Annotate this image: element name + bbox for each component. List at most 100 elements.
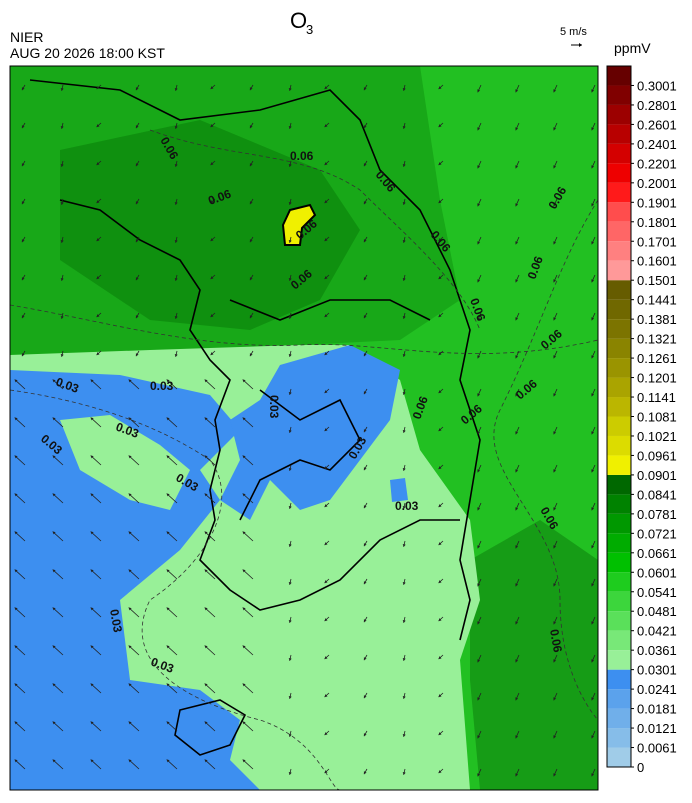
wind-arrowhead [14, 493, 18, 497]
wind-arrowhead [21, 239, 25, 243]
wind-arrowhead [90, 569, 94, 573]
wind-arrowhead [242, 607, 246, 611]
wind-arrowhead [553, 355, 557, 359]
wind-arrowhead [591, 241, 595, 245]
wind-arrowhead [21, 353, 25, 357]
colorbar-box [607, 494, 631, 514]
wind-arrowhead [553, 317, 557, 321]
wind-arrowhead [90, 721, 94, 725]
wind-arrowhead [477, 89, 481, 93]
wind-arrowhead [438, 770, 442, 774]
wind-arrowhead [515, 279, 519, 283]
wind-arrowhead [288, 353, 292, 357]
wind-arrowhead [288, 657, 292, 661]
wind-arrowhead [591, 773, 595, 777]
colorbar-box [607, 474, 631, 495]
wind-arrowhead [21, 315, 25, 319]
wind-arrowhead [363, 695, 367, 699]
wind-arrowhead [553, 431, 557, 435]
wind-arrowhead [96, 238, 100, 242]
colorbar-label: 0.0121 [637, 721, 677, 736]
wind-arrowhead [324, 276, 328, 280]
wind-arrowhead [128, 455, 132, 459]
wind-arrowhead [477, 773, 481, 777]
wind-arrowhead [363, 505, 367, 509]
wind-arrowhead [477, 583, 481, 587]
colorbar-box [607, 669, 631, 690]
contour-label: 0.03 [107, 608, 125, 634]
wind-arrowhead [52, 721, 56, 725]
wind-arrowhead [128, 683, 132, 687]
wind-arrowhead [90, 531, 94, 535]
wind-arrowhead [553, 203, 557, 207]
wind-arrowhead [438, 276, 442, 280]
colorbar-box [607, 319, 631, 339]
wind-arrowhead [90, 683, 94, 687]
wind-arrowhead [438, 466, 442, 470]
wind-arrowhead [553, 773, 557, 777]
wind-arrowhead [128, 607, 132, 611]
wind-arrowhead [363, 315, 367, 319]
wind-arrowhead [135, 277, 139, 281]
wind-arrowhead [128, 721, 132, 725]
wind-arrowhead [288, 87, 292, 91]
colorbar-box [607, 260, 631, 281]
colorbar-box [607, 104, 631, 125]
wind-arrowhead [591, 89, 595, 93]
inland-low-patch [220, 345, 400, 520]
wind-arrowhead [591, 469, 595, 473]
wind-arrowhead [438, 124, 442, 128]
wind-arrowhead [174, 163, 178, 167]
wind-arrowhead [591, 545, 595, 549]
colorbar-unit: ppmV [614, 40, 651, 56]
wind-arrowhead [438, 238, 442, 242]
wind-arrowhead [174, 87, 178, 91]
coastlines [29, 79, 481, 756]
wind-arrowhead [402, 695, 406, 699]
wind-arrowhead [553, 127, 557, 131]
wind-arrowhead [477, 735, 481, 739]
wind-arrowhead [363, 391, 367, 395]
wind-arrowhead [210, 314, 214, 318]
wind-arrowhead [166, 455, 170, 459]
contour-label: 0.06 [547, 628, 565, 654]
wind-arrowhead [591, 583, 595, 587]
wind-arrowhead [14, 607, 18, 611]
wind-arrowhead [477, 355, 481, 359]
wind-arrowhead [90, 455, 94, 459]
wind-arrowhead [21, 125, 25, 129]
wind-arrowhead [174, 277, 178, 281]
wind-arrowhead [553, 507, 557, 511]
island [174, 699, 247, 756]
colorbar-label: 0.2801 [637, 98, 677, 113]
wind-arrowhead [21, 277, 25, 281]
wind-arrowhead [591, 735, 595, 739]
wind-arrowhead [477, 621, 481, 625]
colorbar-box [607, 611, 631, 631]
wind-arrowhead [96, 162, 100, 166]
wind-arrowhead [324, 694, 328, 698]
colorbar-label: 0.1381 [637, 312, 677, 327]
colorbar-box [607, 435, 631, 456]
wind-arrowhead [204, 493, 208, 497]
wind-arrowhead [591, 203, 595, 207]
colorbar-label: 0.1081 [637, 410, 677, 425]
wind-arrowhead [515, 317, 519, 321]
wind-arrowhead [204, 417, 208, 421]
wind-arrowhead [477, 545, 481, 549]
wind-arrowhead [438, 352, 442, 356]
wind-arrowhead [402, 391, 406, 395]
wind-arrowhead [60, 87, 64, 91]
contour-line [149, 129, 481, 331]
wind-arrowhead [515, 241, 519, 245]
wind-arrowhead [174, 239, 178, 243]
colorbar-label: 0.2401 [637, 137, 677, 152]
wind-arrowhead [288, 771, 292, 775]
title: O [290, 8, 307, 33]
colorbar-label: 0.1021 [637, 429, 677, 444]
colorbar-box [607, 377, 631, 398]
colorbar-label: 0.0781 [637, 507, 677, 522]
wind-arrowhead [402, 429, 406, 433]
wind-arrowhead [52, 455, 56, 459]
